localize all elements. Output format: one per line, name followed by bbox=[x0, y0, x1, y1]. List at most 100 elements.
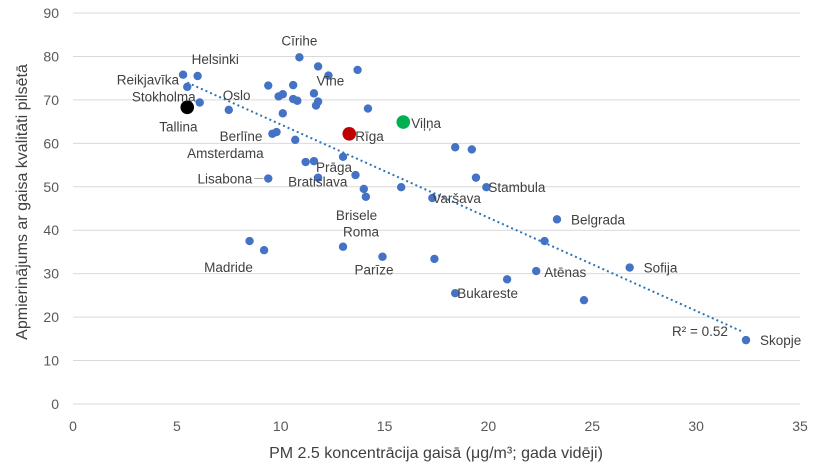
x-tick-label: 5 bbox=[173, 418, 181, 434]
y-tick-label: 60 bbox=[43, 135, 59, 151]
point-labels: Tallina Rīga Viļņa Reikjavīka Helsinki Stokho… bbox=[117, 33, 801, 348]
point-sofija bbox=[625, 263, 634, 272]
point-label: Cīrihe bbox=[281, 33, 317, 48]
point-label: Reikjavīka bbox=[117, 73, 180, 88]
data-point bbox=[363, 104, 373, 113]
point-vīne bbox=[324, 71, 333, 80]
y-tick-label: 80 bbox=[43, 48, 59, 64]
point-label: Sofija bbox=[644, 261, 678, 276]
data-point bbox=[272, 127, 281, 137]
point-label: Tallina bbox=[159, 119, 198, 134]
point-stambula bbox=[482, 183, 491, 192]
x-tick-label: 20 bbox=[481, 418, 497, 434]
x-axis-title: PM 2.5 koncentrācija gaisā (μg/m³; gada … bbox=[269, 445, 603, 462]
y-tick-label: 50 bbox=[43, 179, 59, 195]
data-point bbox=[183, 82, 192, 92]
data-point bbox=[359, 184, 368, 194]
point-amsterdama bbox=[301, 157, 310, 167]
y-tick-label: 40 bbox=[43, 222, 59, 238]
point-label: Helsinki bbox=[192, 52, 239, 67]
point-viļņa bbox=[396, 115, 411, 129]
data-point bbox=[288, 80, 298, 90]
point-label: Berlīne bbox=[220, 129, 263, 144]
data-point bbox=[278, 109, 287, 118]
point-reikjavīka bbox=[178, 70, 188, 79]
point-lisabona bbox=[264, 174, 273, 183]
data-point bbox=[309, 89, 319, 98]
data-points bbox=[178, 53, 751, 345]
point-belgrada bbox=[552, 215, 562, 224]
x-tick-label: 10 bbox=[273, 418, 289, 434]
y-tick-label: 90 bbox=[43, 5, 59, 21]
point-label: Stambula bbox=[488, 180, 546, 195]
data-point bbox=[502, 275, 512, 284]
point-label: Bukareste bbox=[457, 286, 518, 301]
point-label: Skopje bbox=[760, 333, 801, 348]
y-axis-title: Apmierinājums ar gaisa kvalitāti pilsētā bbox=[14, 64, 31, 340]
data-point bbox=[313, 97, 323, 106]
data-point bbox=[291, 135, 300, 145]
point-oslo bbox=[224, 105, 233, 115]
point-label: Lisabona bbox=[197, 172, 252, 187]
point-tallina bbox=[180, 100, 195, 115]
point-madride bbox=[259, 246, 269, 255]
point-label: Atēnas bbox=[544, 265, 586, 280]
point-roma bbox=[338, 242, 348, 251]
point-bukareste bbox=[450, 289, 460, 298]
y-tick-label: 30 bbox=[43, 266, 59, 282]
point-skopje bbox=[741, 335, 751, 345]
point-label: Parīze bbox=[354, 263, 393, 278]
point-parīze bbox=[378, 252, 387, 261]
point-label: Varšava bbox=[432, 191, 481, 206]
data-point bbox=[264, 81, 273, 90]
x-tick-label: 35 bbox=[792, 418, 808, 434]
point-bratislava bbox=[313, 173, 323, 182]
data-point bbox=[313, 62, 323, 71]
data-point bbox=[430, 254, 439, 264]
point-rīga bbox=[342, 126, 357, 141]
data-point bbox=[467, 145, 477, 154]
data-point bbox=[450, 143, 460, 152]
data-point bbox=[245, 236, 254, 246]
point-label: Prāga bbox=[316, 160, 353, 175]
point-stokholma bbox=[195, 98, 204, 107]
data-point bbox=[353, 65, 362, 75]
point-label: Belgrada bbox=[571, 212, 626, 227]
point-label: Vīne bbox=[316, 74, 344, 89]
data-point bbox=[540, 236, 549, 246]
y-axis-ticks: 0 10 20 30 40 50 60 70 80 90 bbox=[43, 5, 59, 412]
point-varšava bbox=[428, 193, 437, 203]
data-point bbox=[278, 90, 287, 99]
point-label: Viļņa bbox=[411, 116, 441, 131]
data-point bbox=[579, 295, 589, 305]
point-cīrihe bbox=[295, 53, 304, 62]
data-point bbox=[338, 152, 348, 162]
y-tick-label: 70 bbox=[43, 92, 59, 108]
point-label: Oslo bbox=[223, 88, 251, 103]
point-label: Roma bbox=[343, 225, 380, 240]
point-label: Stokholma bbox=[132, 89, 196, 104]
point-brisele bbox=[361, 192, 371, 201]
x-tick-label: 0 bbox=[69, 418, 77, 434]
data-point bbox=[351, 170, 360, 180]
data-point bbox=[396, 183, 406, 192]
point-label: Bratislava bbox=[288, 175, 348, 190]
x-tick-label: 15 bbox=[377, 418, 393, 434]
data-point bbox=[471, 173, 481, 182]
point-label: Amsterdama bbox=[187, 146, 264, 161]
y-tick-label: 10 bbox=[43, 353, 59, 369]
y-tick-label: 0 bbox=[51, 396, 59, 412]
point-helsinki bbox=[193, 71, 202, 81]
x-tick-label: 30 bbox=[688, 418, 704, 434]
point-atēnas bbox=[532, 266, 541, 276]
point-prāga bbox=[309, 156, 319, 166]
data-point bbox=[293, 96, 302, 105]
x-axis-ticks: 0 5 10 15 20 25 30 35 bbox=[69, 418, 808, 434]
trend-line bbox=[186, 81, 745, 334]
point-label: Brisele bbox=[336, 208, 377, 223]
point-label: Rīga bbox=[355, 129, 384, 144]
x-tick-label: 25 bbox=[584, 418, 600, 434]
r-squared-label: R² = 0.52 bbox=[672, 324, 728, 339]
y-tick-label: 20 bbox=[43, 309, 59, 325]
